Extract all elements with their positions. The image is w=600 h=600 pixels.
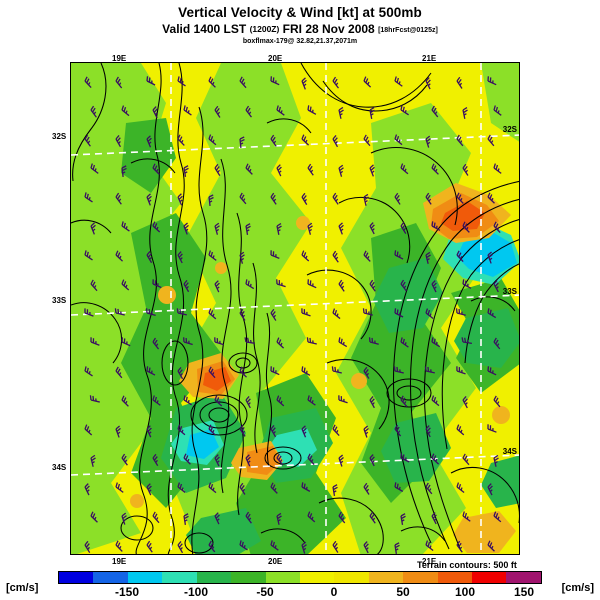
colorbar-tick-0: 0 (330, 585, 338, 599)
grid-lat-32 (71, 134, 519, 156)
colorbar-swatch-7 (299, 572, 335, 583)
lat-label-right-32s: 32S (502, 125, 517, 134)
colorbar-swatch-0 (59, 572, 94, 583)
colorbar-swatch-6 (265, 572, 300, 583)
colorbar-tick--100: -100 (183, 585, 209, 599)
lat-label-right-34s: 34S (502, 447, 517, 456)
colorbar-swatch-8 (334, 572, 369, 583)
lat-label-right-33s: 33S (502, 287, 517, 296)
colorbar-swatch-11 (437, 572, 473, 583)
lat-label-32s: 32S (52, 132, 67, 141)
valid-utc: (1200Z) (249, 24, 280, 34)
colorbar-swatch-5 (231, 572, 266, 583)
colorbar-swatch-3 (162, 572, 197, 583)
lon-label-21e-top: 21E (422, 54, 437, 63)
title-block: Vertical Velocity & Wind [kt] at 500mb V… (0, 0, 600, 46)
valid-time-line: Valid 1400 LST (1200Z) FRI 28 Nov 2008 [… (0, 23, 600, 37)
lon-label-20e-bottom: 20E (268, 557, 283, 566)
valid-prefix: Valid 1400 LST (162, 22, 247, 36)
colorbar-tick-100: 100 (454, 585, 476, 599)
colorbar-swatch-12 (472, 572, 507, 583)
lon-label-21e-bottom: 21E (422, 557, 437, 566)
valid-date: FRI 28 Nov 2008 (282, 22, 375, 36)
colorbar-swatch-2 (127, 572, 163, 583)
colorbar-swatch-4 (196, 572, 232, 583)
colorbar-swatch-13 (506, 572, 541, 583)
colorbar-tick--50: -50 (256, 585, 274, 599)
colorbar-tick--150: -150 (114, 585, 140, 599)
colorbar-swatches (58, 571, 542, 584)
colorbar-swatch-10 (403, 572, 438, 583)
terrain-contour-note: Terrain contours: 500 ft (417, 560, 517, 570)
box-stats: boxflmax-179@ 32.82,21.37,2071m (242, 38, 358, 45)
colorbar-unit-left: [cm/s] (6, 582, 39, 594)
forecast-tag: [18hrFcst@0125z] (378, 27, 438, 34)
lon-label-20e-top: 20E (268, 54, 283, 63)
lon-label-19e-top: 19E (112, 54, 127, 63)
colorbar-swatch-1 (93, 572, 128, 583)
colorbar-swatch-9 (368, 572, 404, 583)
colorbar-legend: Terrain contours: 500 ft [cm/s] [cm/s] -… (0, 560, 600, 600)
lon-label-19e-bottom: 19E (112, 557, 127, 566)
colorbar-tick-150: 150 (513, 585, 535, 599)
lat-label-34s: 34S (52, 463, 67, 472)
colorbar-unit-right: [cm/s] (561, 582, 594, 594)
lat-label-33s: 33S (52, 296, 67, 305)
colorbar-tick-50: 50 (396, 585, 410, 599)
page-title: Vertical Velocity & Wind [kt] at 500mb (178, 5, 422, 20)
grid-lat-33 (71, 294, 519, 316)
grid-lat-34 (71, 454, 519, 476)
map-plot-area[interactable]: 32S 33S 34S (70, 62, 520, 555)
